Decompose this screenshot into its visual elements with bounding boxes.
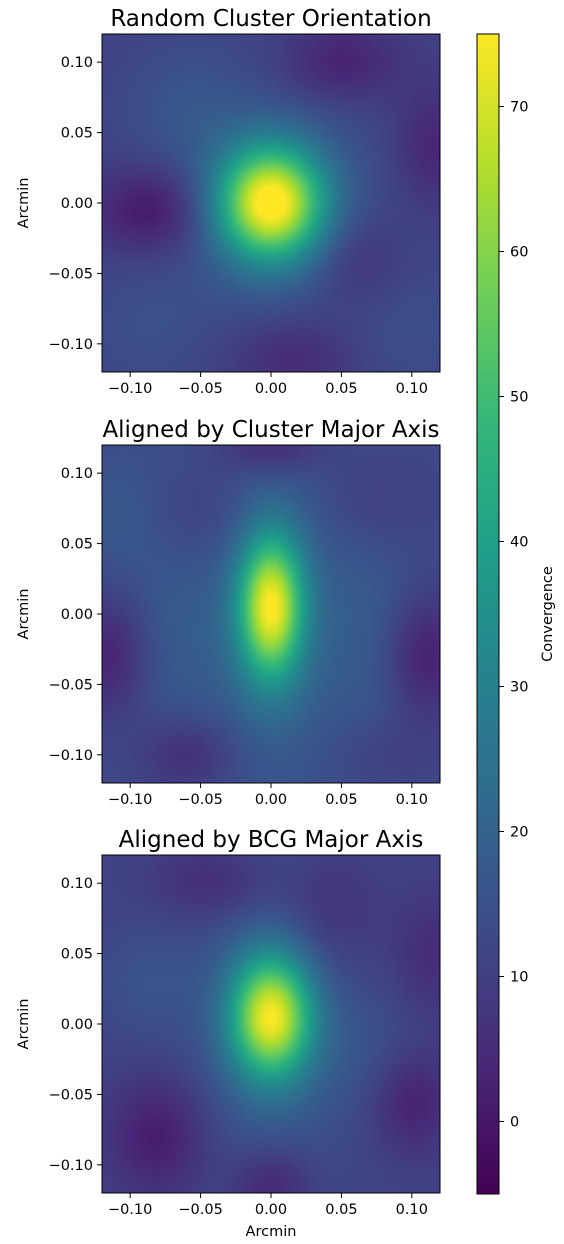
- panel-3: Aligned by BCG Major Axis −0.10 −0.05 0.00 0…: [16, 827, 441, 1240]
- heatmap-image: [102, 445, 440, 783]
- panel-1: Random Cluster Orientation −0.10 −0.05 0.00…: [16, 6, 441, 397]
- chart-title: Aligned by Cluster Major Axis: [102, 417, 439, 443]
- y-tick-label: 0.10: [61, 876, 93, 892]
- y-tick-label: 0.00: [61, 1017, 93, 1033]
- chart-title: Aligned by BCG Major Axis: [119, 827, 424, 853]
- heatmap-image: [102, 855, 440, 1193]
- y-tick-label: 0.00: [61, 607, 93, 623]
- x-tick-label: 0.05: [325, 1202, 357, 1218]
- y-tick-label: −0.10: [49, 1158, 93, 1174]
- x-axis-label: Arcmin: [246, 1224, 297, 1240]
- colorbar-tick-label: 0: [510, 1115, 519, 1131]
- colorbar: 0 10 20 30 40 50 60 70 Convergence: [476, 33, 556, 1195]
- colorbar-tick-label: 50: [510, 390, 528, 406]
- y-tick-label: −0.05: [49, 677, 93, 693]
- x-tick-label: −0.05: [178, 792, 222, 808]
- x-tick-label: 0.10: [396, 792, 428, 808]
- colorbar-bar: [476, 33, 500, 1195]
- panel-2: Aligned by Cluster Major Axis −0.10 −0.05 0…: [16, 417, 441, 808]
- y-tick-label: 0.05: [61, 947, 93, 963]
- panels: Random Cluster Orientation −0.10 −0.05 0.00…: [16, 6, 441, 1240]
- x-tick-label: −0.10: [108, 1202, 152, 1218]
- y-tick-label: 0.10: [61, 466, 93, 482]
- colorbar-label: Convergence: [540, 566, 556, 662]
- colorbar-tick-label: 40: [510, 535, 528, 551]
- y-axis-label: Arcmin: [16, 589, 32, 640]
- colorbar-tick-label: 10: [510, 970, 528, 986]
- x-tick-label: 0.05: [325, 792, 357, 808]
- y-tick-label: 0.05: [61, 126, 93, 142]
- y-tick-label: 0.00: [61, 196, 93, 212]
- y-axis-label: Arcmin: [16, 178, 32, 229]
- colorbar-tick-label: 30: [510, 680, 528, 696]
- y-tick-label: −0.10: [49, 337, 93, 353]
- x-tick-label: 0.00: [255, 1202, 287, 1218]
- x-tick-label: −0.10: [108, 792, 152, 808]
- y-tick-label: 0.05: [61, 537, 93, 553]
- x-tick-label: 0.10: [396, 1202, 428, 1218]
- x-tick-label: −0.05: [178, 381, 222, 397]
- x-tick-label: 0.00: [255, 381, 287, 397]
- colorbar-tick-label: 70: [510, 100, 528, 116]
- y-axis-label: Arcmin: [16, 999, 32, 1050]
- y-tick-label: 0.10: [61, 55, 93, 71]
- x-tick-label: 0.10: [396, 381, 428, 397]
- y-tick-label: −0.10: [49, 748, 93, 764]
- colorbar-tick-label: 60: [510, 245, 528, 261]
- x-tick-label: 0.05: [325, 381, 357, 397]
- x-tick-label: −0.05: [178, 1202, 222, 1218]
- x-tick-label: −0.10: [108, 381, 152, 397]
- y-tick-label: −0.05: [49, 1087, 93, 1103]
- heatmap-image: [102, 34, 440, 372]
- chart-title: Random Cluster Orientation: [110, 6, 431, 32]
- colorbar-tick-label: 20: [510, 825, 528, 841]
- x-tick-label: 0.00: [255, 792, 287, 808]
- y-tick-label: −0.05: [49, 266, 93, 282]
